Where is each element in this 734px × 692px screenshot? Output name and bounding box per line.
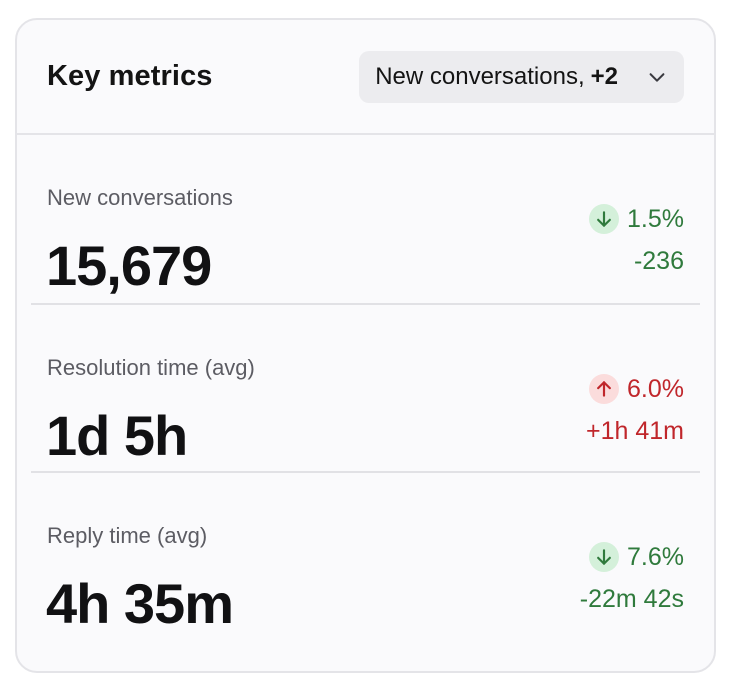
metric-value: 15,679 [46, 234, 212, 297]
delta-percent: 7.6% [627, 542, 684, 571]
metric-label: New conversations [47, 185, 233, 210]
metric-reply-time: Reply time (avg) 4h 35m 7.6% -22m 42s [31, 471, 700, 639]
arrow-down-icon [589, 542, 620, 572]
metric-value: 1d 5h [46, 404, 188, 467]
metric-resolution-time: Resolution time (avg) 1d 5h 6.0% +1h 41m [31, 303, 700, 471]
metrics-select[interactable]: New conversations, +2 [359, 50, 684, 103]
arrow-down-icon [589, 204, 620, 234]
delta-absolute: -236 [633, 247, 684, 275]
delta-percent: 6.0% [627, 374, 684, 403]
metric-delta: 1.5% -236 [589, 203, 684, 279]
metric-value: 4h 35m [46, 572, 234, 635]
delta-percent: 1.5% [627, 204, 684, 233]
metric-delta: 7.6% -22m 42s [580, 541, 684, 617]
card-header: Key metrics New conversations, +2 [17, 20, 714, 135]
arrow-up-icon [589, 374, 620, 404]
metric-label: Resolution time (avg) [47, 355, 255, 380]
metrics-select-extra-count: +2 [590, 62, 618, 90]
card-title: Key metrics [47, 60, 213, 92]
key-metrics-card: Key metrics New conversations, +2 New co… [15, 18, 716, 673]
metrics-select-label: New conversations, [375, 62, 585, 90]
chevron-down-icon [649, 72, 665, 82]
metric-new-conversations: New conversations 15,679 1.5% -236 [31, 135, 700, 303]
metric-label: Reply time (avg) [47, 523, 208, 548]
delta-absolute: +1h 41m [586, 417, 684, 445]
metric-delta: 6.0% +1h 41m [586, 373, 684, 449]
delta-absolute: -22m 42s [579, 585, 684, 613]
